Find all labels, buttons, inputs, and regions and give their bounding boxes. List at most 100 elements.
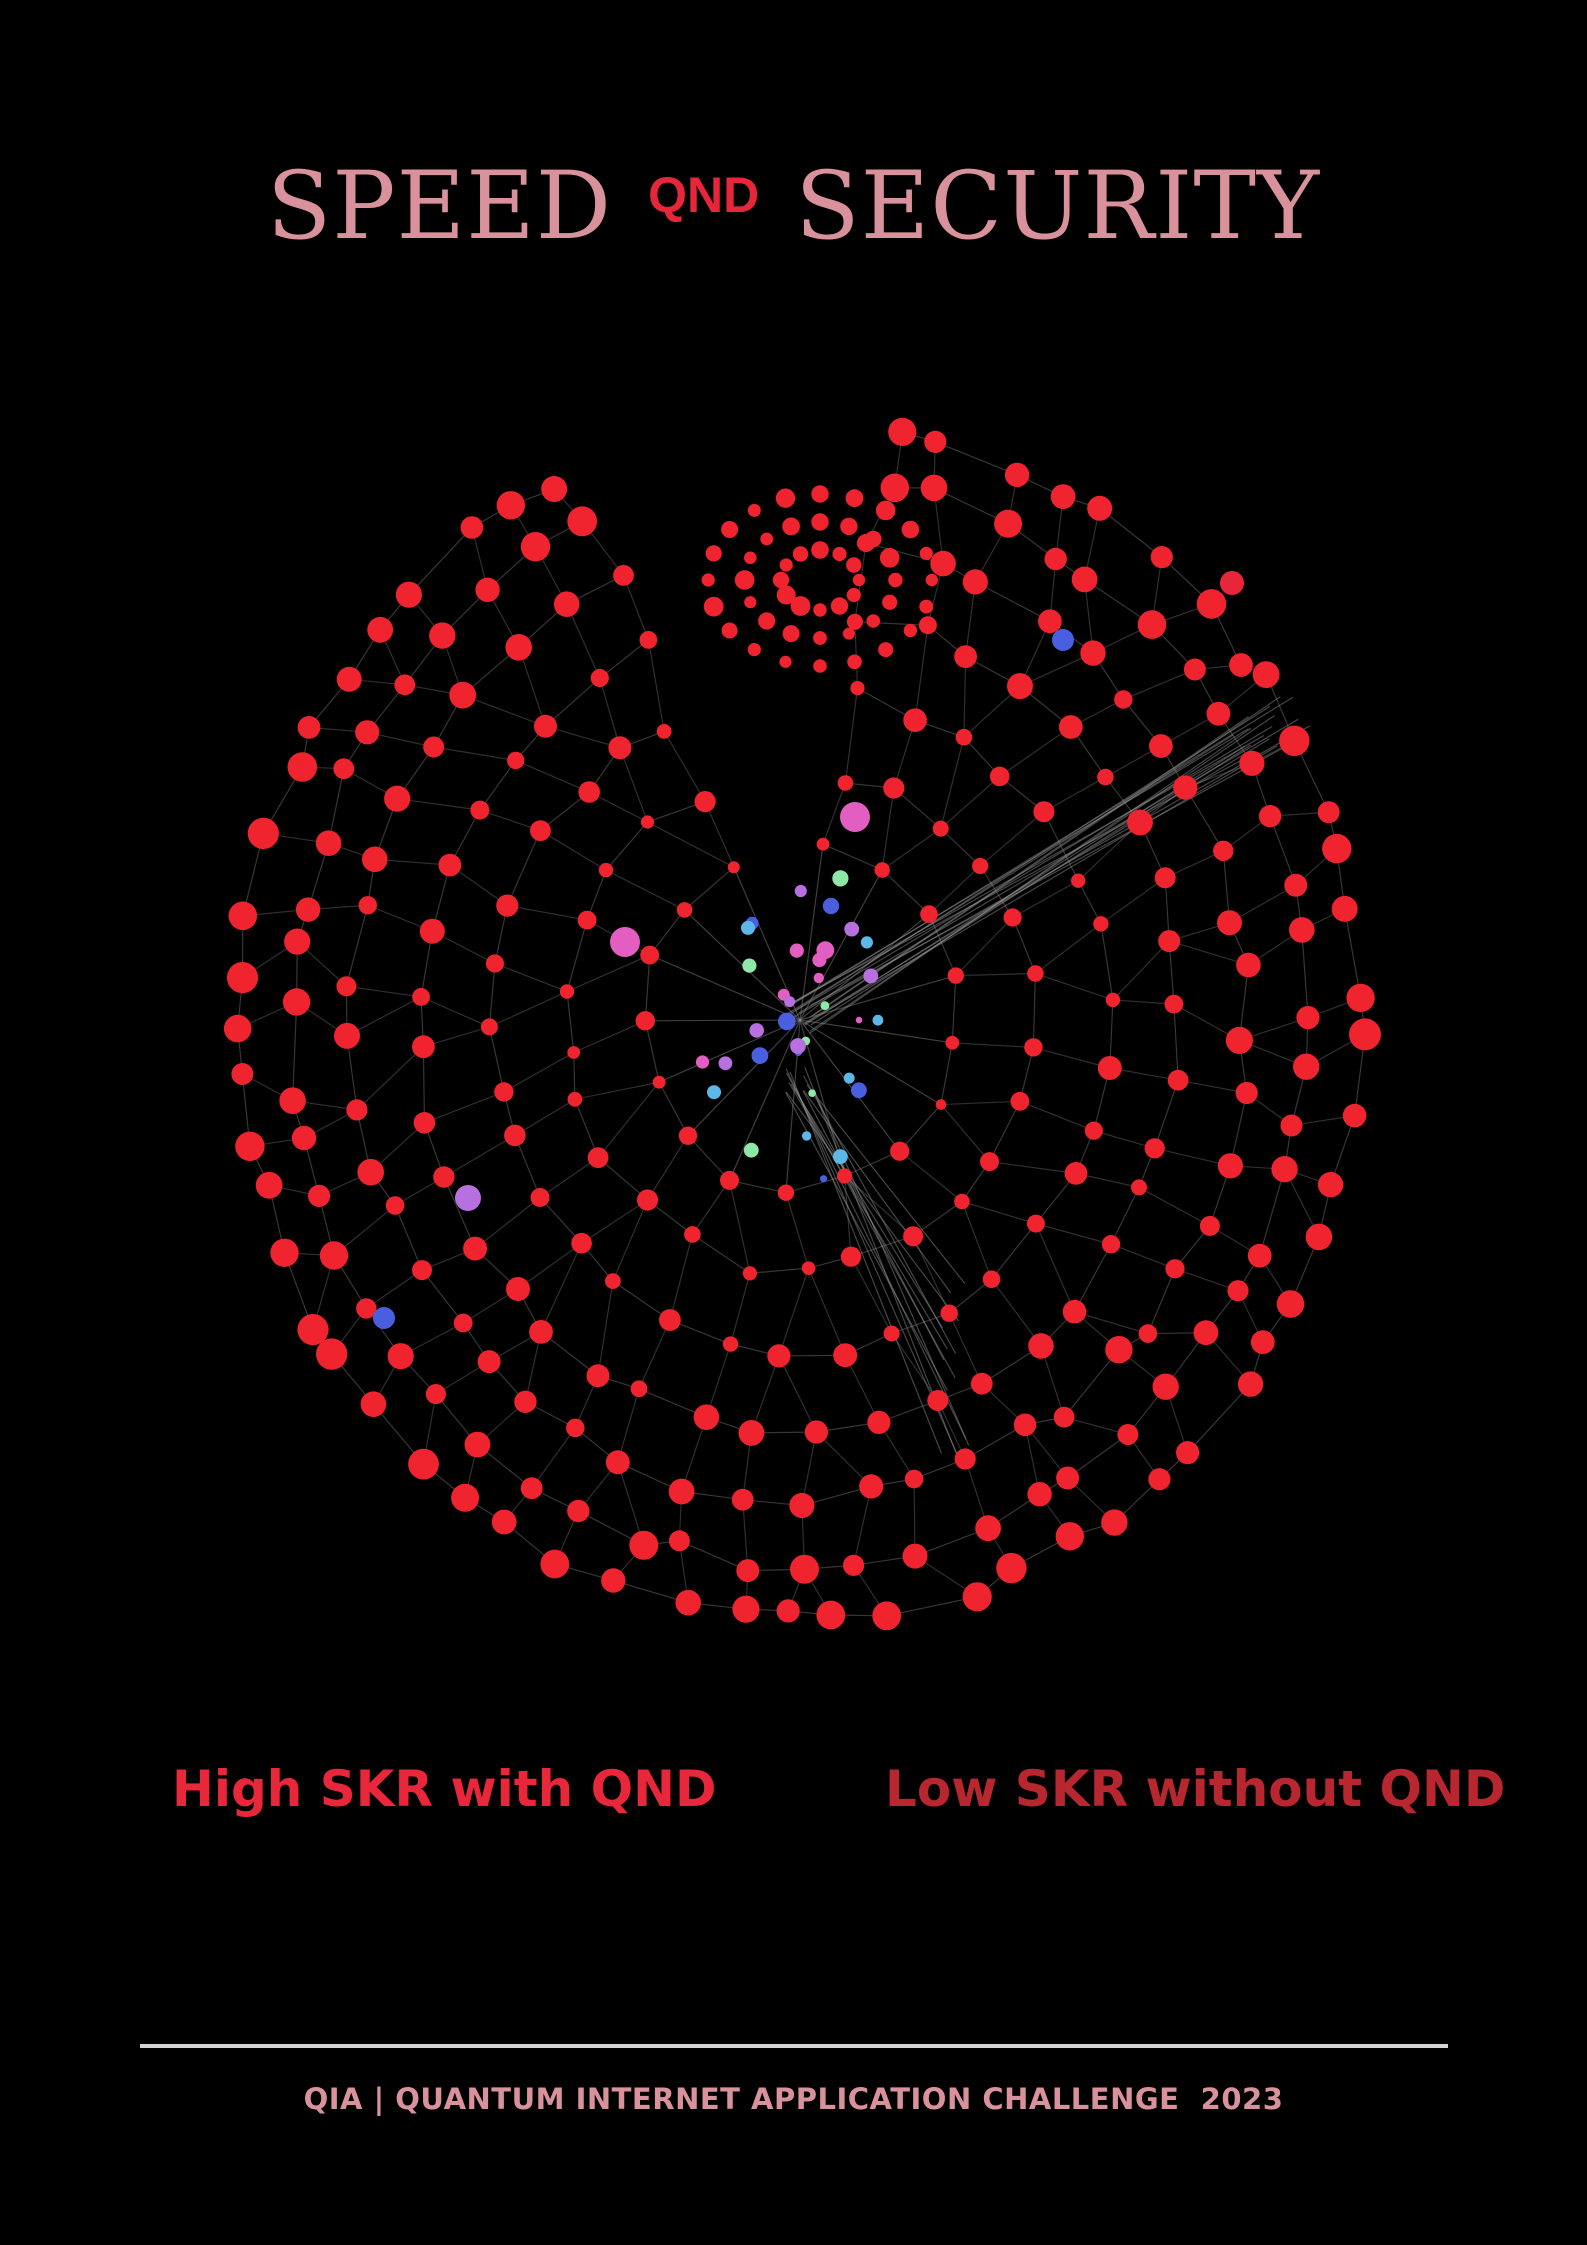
network-node: [1071, 873, 1086, 888]
network-node: [738, 1420, 765, 1446]
network-node: [777, 1184, 795, 1201]
network-edge: [802, 1089, 952, 1294]
network-node: [811, 485, 829, 503]
network-node-accent: [695, 1055, 710, 1069]
network-node: [1010, 1091, 1030, 1111]
network-edge: [1154, 1147, 1231, 1167]
network-edge: [1173, 1004, 1179, 1081]
network-node: [1199, 1215, 1220, 1236]
network-node: [356, 1298, 377, 1319]
network-node: [989, 766, 1010, 787]
network-edge: [785, 1175, 845, 1194]
network-edge: [844, 1175, 852, 1257]
network-edge: [649, 954, 801, 1021]
network-edge: [663, 731, 706, 802]
network-node: [1213, 840, 1234, 861]
network-node: [507, 751, 525, 770]
network-node: [505, 634, 532, 661]
network-node: [1144, 1138, 1165, 1159]
poster-title: SPEED QND SECURITY: [0, 160, 1587, 254]
network-node: [930, 550, 956, 577]
network-edge: [524, 1331, 542, 1402]
network-node: [1007, 673, 1033, 700]
network-node: [954, 645, 977, 668]
network-node: [319, 1241, 349, 1270]
network-edge: [730, 1273, 751, 1345]
network-node: [336, 666, 362, 692]
network-edge: [798, 718, 1299, 1014]
network-node-accent: [820, 1175, 828, 1183]
network-edge: [679, 1540, 749, 1572]
network-node: [668, 1530, 690, 1552]
network-node-accent: [741, 920, 755, 935]
network-edge: [566, 954, 650, 993]
network-edge: [854, 621, 928, 626]
network-node: [1028, 1333, 1054, 1359]
network-node: [947, 967, 964, 984]
network-node: [559, 984, 575, 999]
network-node: [636, 1189, 659, 1211]
network-edge: [474, 1197, 541, 1250]
network-edge: [687, 1135, 730, 1181]
network-node-accent: [749, 1023, 764, 1038]
network-node: [811, 541, 829, 559]
network-edge: [581, 1199, 648, 1244]
network-edge: [912, 1235, 950, 1314]
network-node: [608, 736, 632, 760]
network-node: [460, 516, 484, 539]
network-node: [758, 612, 776, 630]
network-edge: [881, 869, 930, 915]
network-edge: [669, 1234, 693, 1321]
network-edge: [799, 1019, 953, 1044]
network-node: [423, 736, 445, 758]
network-node: [567, 506, 598, 537]
network-node: [413, 1112, 436, 1134]
network-node: [496, 894, 519, 917]
network-edge: [494, 962, 568, 993]
network-node: [1093, 916, 1109, 932]
network-node: [850, 681, 865, 696]
network-edge: [684, 866, 735, 911]
network-node: [776, 585, 796, 605]
network-edge: [1035, 1223, 1112, 1245]
network-node: [675, 1589, 701, 1616]
network-node: [504, 1124, 526, 1147]
network-node: [530, 820, 551, 841]
network-node: [727, 861, 740, 874]
network-edge: [647, 1135, 689, 1201]
network-edge: [514, 1135, 541, 1198]
network-node-accent: [872, 1014, 884, 1026]
network-edge: [612, 1280, 671, 1321]
network-edge: [1099, 507, 1163, 558]
network-edge: [988, 1101, 1021, 1162]
network-node-accent: [843, 1072, 855, 1084]
network-node: [1114, 690, 1133, 709]
network-node: [1239, 750, 1265, 776]
network-node: [1289, 917, 1315, 943]
network-edge: [518, 647, 547, 727]
network-node: [659, 1309, 681, 1331]
network-node: [639, 631, 658, 649]
network-node: [279, 1087, 306, 1114]
network-edge: [1012, 917, 1036, 974]
network-node: [1080, 640, 1106, 666]
network-node: [656, 724, 672, 739]
network-node: [1149, 734, 1173, 758]
network-edge: [790, 1083, 944, 1329]
network-edge: [1138, 1186, 1211, 1227]
network-edge: [778, 1355, 817, 1433]
network-edge: [588, 791, 648, 823]
network-edge: [597, 1081, 660, 1159]
network-edge: [365, 1269, 423, 1309]
network-edge: [1123, 668, 1196, 701]
network-node: [567, 1091, 583, 1107]
network-node: [888, 417, 917, 446]
network-edge: [979, 811, 1045, 867]
network-node: [384, 785, 411, 812]
network-node: [867, 1410, 891, 1434]
network-edge: [799, 1019, 901, 1152]
network-edge: [914, 1527, 989, 1557]
network-node: [789, 1492, 815, 1519]
network-node: [1322, 833, 1352, 864]
network-edge: [345, 905, 369, 987]
